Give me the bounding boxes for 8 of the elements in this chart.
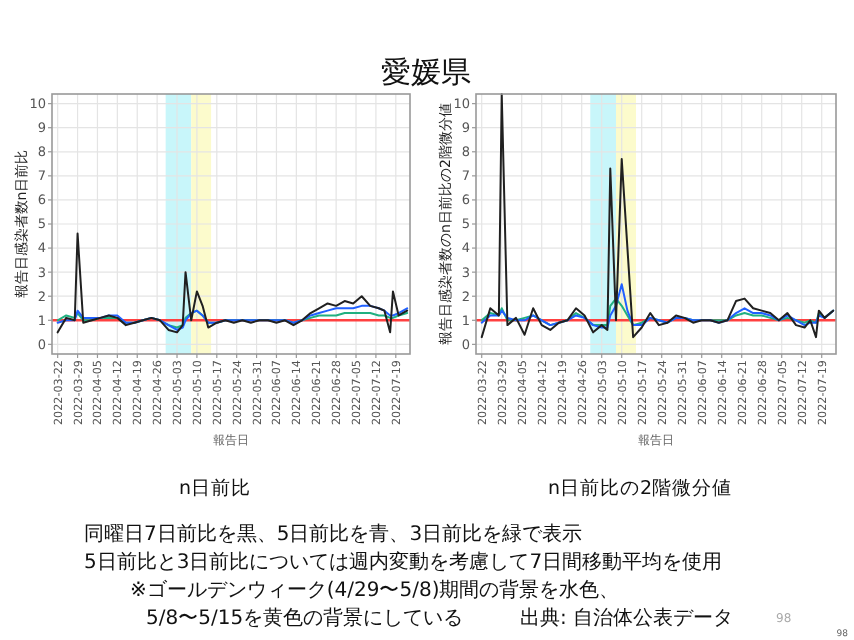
- text: 同曜日7日前比を黒、5日前比を青、3日前比を緑で表示: [84, 522, 583, 546]
- text: n日前比: [178, 476, 252, 500]
- text: 愛媛県: [381, 54, 471, 90]
- source-note: 出典: 自治体公表データ: [520, 606, 734, 630]
- text: n日前比の2階微分値: [547, 476, 733, 500]
- text: 5日前比と3日前比については週内変動を考慮して7日間移動平均を使用: [84, 550, 723, 574]
- text: ※ゴールデンウィーク(4/29〜5/8)期間の背景を水色、: [130, 578, 620, 602]
- text: 5/8〜5/15を黄色の背景にしている: [146, 606, 464, 630]
